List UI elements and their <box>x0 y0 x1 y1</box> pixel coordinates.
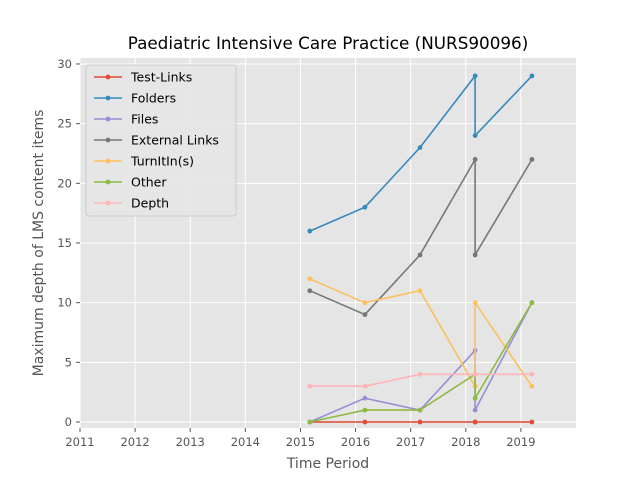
data-point <box>472 73 478 79</box>
data-point <box>362 204 368 210</box>
y-tick-label: 20 <box>57 176 72 190</box>
legend-marker <box>105 74 111 80</box>
legend-marker <box>105 179 111 185</box>
series-turnitin-s- <box>307 276 535 390</box>
data-point <box>417 419 423 425</box>
x-tick-label: 2013 <box>176 435 205 449</box>
data-point <box>362 395 368 401</box>
chart-title: Paediatric Intensive Care Practice (NURS… <box>128 33 529 53</box>
data-point <box>472 395 478 401</box>
series-other <box>307 300 535 425</box>
x-tick-label: 2014 <box>231 435 260 449</box>
series-external-links <box>307 156 535 318</box>
data-point <box>472 371 478 377</box>
legend-label: Folders <box>131 91 176 106</box>
series-line <box>309 156 533 316</box>
data-point <box>362 312 368 318</box>
data-point <box>307 419 313 425</box>
y-tick-label: 30 <box>57 57 72 71</box>
data-point <box>307 383 313 389</box>
data-point <box>417 252 423 258</box>
data-point <box>417 288 423 294</box>
data-point <box>472 157 478 162</box>
data-point <box>472 252 478 258</box>
data-point <box>307 276 313 282</box>
data-point <box>472 133 478 138</box>
y-tick-label: 10 <box>57 296 72 310</box>
data-point <box>307 288 313 294</box>
legend-label: TurnItIn(s) <box>130 154 194 169</box>
legend-box <box>85 64 237 217</box>
data-point <box>362 419 368 425</box>
y-tick-label: 0 <box>65 415 72 429</box>
legend-label: Test-Links <box>130 70 192 85</box>
legend-label: Files <box>131 112 158 127</box>
series-line <box>309 302 533 423</box>
data-point <box>472 419 478 425</box>
data-point <box>417 145 423 150</box>
data-point <box>529 383 535 389</box>
legend: Test-Links Folders Files External Links Turn… <box>85 64 237 217</box>
series-line <box>309 302 533 423</box>
series-depth <box>307 371 535 389</box>
legend-marker <box>105 95 111 101</box>
data-point <box>362 407 368 413</box>
data-point <box>529 157 535 162</box>
y-tick-label: 5 <box>65 355 72 369</box>
legend-marker <box>105 200 111 206</box>
y-tick-label: 15 <box>57 236 72 250</box>
legend-marker <box>105 137 111 143</box>
data-point <box>529 419 535 425</box>
x-tick-label: 2015 <box>286 435 315 449</box>
series-line <box>309 278 533 390</box>
legend-marker <box>105 116 111 122</box>
data-point <box>529 371 535 377</box>
x-axis-ticks: 2011 2012 2013 2014 2015 2016 2017 2018 2019 <box>65 428 536 449</box>
x-axis-label: Time Period <box>286 456 369 472</box>
data-point <box>472 407 478 413</box>
series-folders <box>307 73 535 234</box>
y-axis-ticks: 0 5 10 15 20 25 30 <box>57 57 80 429</box>
series-line <box>309 73 533 232</box>
data-point <box>362 300 368 306</box>
data-point <box>529 300 535 306</box>
x-tick-label: 2019 <box>506 435 535 449</box>
legend-marker <box>105 158 111 164</box>
legend-label: Depth <box>131 196 169 211</box>
y-axis-label: Maximum depth of LMS content items <box>31 110 47 377</box>
data-point <box>417 407 423 413</box>
legend-label: Other <box>131 175 167 190</box>
x-tick-label: 2011 <box>65 435 94 449</box>
data-point <box>362 383 368 389</box>
x-tick-label: 2012 <box>120 435 149 449</box>
data-point <box>417 371 423 377</box>
data-point <box>472 300 478 306</box>
x-tick-label: 2016 <box>341 435 370 449</box>
series-lines <box>307 73 535 425</box>
y-tick-label: 25 <box>57 117 72 131</box>
x-tick-label: 2017 <box>396 435 425 449</box>
data-point <box>529 73 535 79</box>
data-point <box>307 228 313 234</box>
legend-label: External Links <box>131 133 219 148</box>
x-tick-label: 2018 <box>451 435 480 449</box>
